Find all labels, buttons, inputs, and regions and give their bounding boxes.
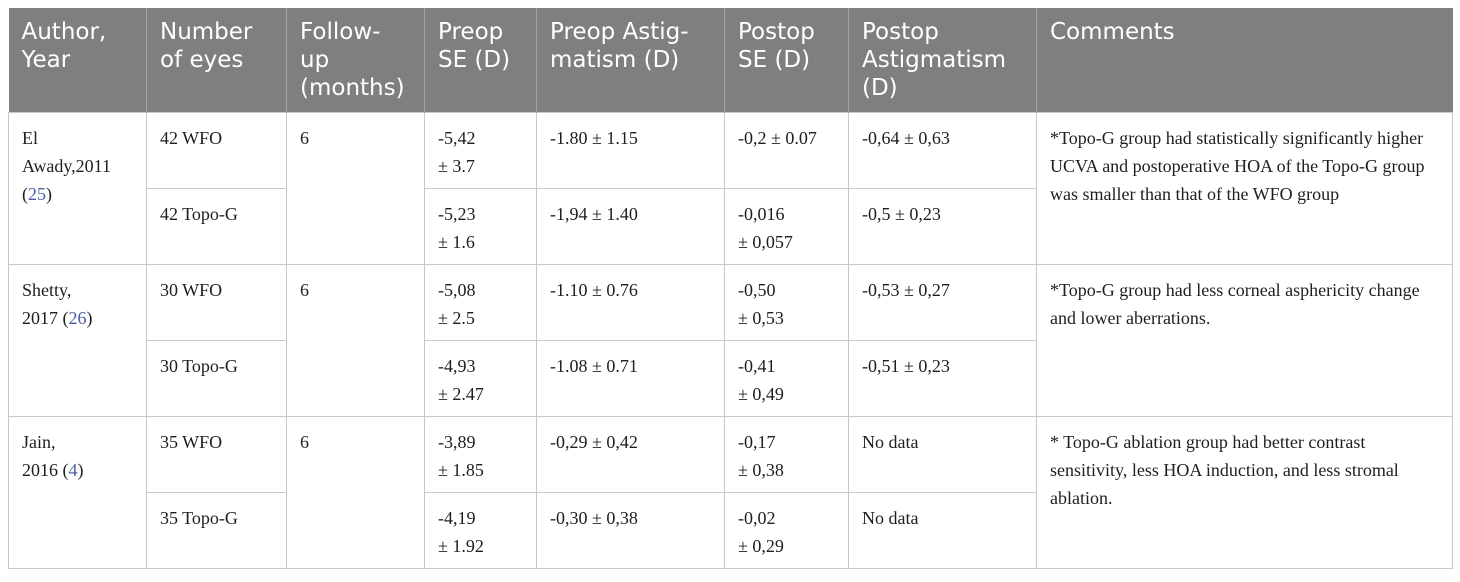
table-row: 30 Topo-G -4,93 ± 2.47 -1.08 ± 0.71 -0,41… bbox=[9, 340, 1453, 417]
eyes-cell: 30 Topo-G bbox=[146, 340, 287, 417]
preop-se-cell: -4,93 ± 2.47 bbox=[424, 340, 537, 417]
table-row: Jain, 2016 (4) 35 WFO 6 -3,89 ± 1.85 -0,29… bbox=[8, 416, 1453, 569]
header-postop-astigmatism: Postop Astigmatism (D) bbox=[848, 8, 1037, 113]
author-cell: Shetty, 2017 (26) bbox=[8, 264, 147, 417]
postop-astig-cell: No data bbox=[848, 492, 1037, 569]
preop-astig-cell: -0,30 ± 0,38 bbox=[536, 492, 725, 569]
preop-astig-cell: -1.08 ± 0.71 bbox=[536, 340, 725, 417]
postop-astig-cell: No data bbox=[848, 416, 1037, 493]
postop-astig-cell: -0,51 ± 0,23 bbox=[848, 340, 1037, 417]
author-cell: Jain, 2016 (4) bbox=[8, 416, 147, 569]
preop-astig-cell: -0,29 ± 0,42 bbox=[536, 416, 725, 493]
header-comments: Comments bbox=[1036, 8, 1453, 113]
author-cell: El Awady,2011 (25) bbox=[8, 112, 147, 265]
header-postop-se: Postop SE (D) bbox=[724, 8, 849, 113]
comment-cell: *Topo-G group had less corneal aspherici… bbox=[1036, 264, 1453, 417]
preop-se-cell: -5,23 ± 1.6 bbox=[424, 188, 537, 265]
postop-se-cell: -0,41 ± 0,49 bbox=[724, 340, 849, 417]
postop-astig-cell: -0,64 ± 0,63 bbox=[848, 112, 1037, 189]
header-preop-astigmatism: Preop Astig-matism (D) bbox=[536, 8, 725, 113]
postop-astig-cell: -0,53 ± 0,27 bbox=[848, 264, 1037, 341]
header-row: Author, Year Number of eyes Follow-up (mont… bbox=[8, 8, 1453, 113]
preop-astig-cell: -1.80 ± 1.15 bbox=[536, 112, 725, 189]
postop-astig-cell: -0,5 ± 0,23 bbox=[848, 188, 1037, 265]
preop-se-cell: -4,19 ± 1.92 bbox=[424, 492, 537, 569]
postop-se-cell: -0,02 ± 0,29 bbox=[724, 492, 849, 569]
eyes-cell: 42 WFO bbox=[146, 112, 287, 189]
preop-se-cell: -3,89 ± 1.85 bbox=[424, 416, 537, 493]
table-row: Shetty, 2017 (26) 30 WFO 6 -5,08 ± 2.5 -1.… bbox=[8, 264, 1453, 417]
comment-cell: *Topo-G group had statistically signific… bbox=[1036, 112, 1453, 265]
comparison-table: Author, Year Number of eyes Follow-up (mont… bbox=[8, 8, 1453, 569]
postop-se-cell: -0,016 ± 0,057 bbox=[724, 188, 849, 265]
header-follow-up: Follow-up (months) bbox=[286, 8, 425, 113]
reference-link[interactable]: 26 bbox=[68, 308, 87, 328]
reference-link[interactable]: 25 bbox=[28, 184, 46, 204]
reference-link[interactable]: 4 bbox=[68, 460, 78, 480]
postop-se-cell: -0,2 ± 0.07 bbox=[724, 112, 849, 189]
eyes-cell: 30 WFO bbox=[146, 264, 287, 341]
postop-se-cell: -0,17 ± 0,38 bbox=[724, 416, 849, 493]
postop-se-cell: -0,50 ± 0,53 bbox=[724, 264, 849, 341]
table-row: 42 Topo-G -5,23 ± 1.6 -1,94 ± 1.40 -0,016… bbox=[9, 188, 1453, 265]
followup-cell: 6 bbox=[286, 112, 425, 265]
preop-astig-cell: -1.10 ± 0.76 bbox=[536, 264, 725, 341]
eyes-cell: 42 Topo-G bbox=[146, 188, 287, 265]
header-preop-se: Preop SE (D) bbox=[424, 8, 537, 113]
table-row: 35 Topo-G -4,19 ± 1.92 -0,30 ± 0,38 -0,02… bbox=[9, 492, 1453, 569]
followup-cell: 6 bbox=[286, 416, 425, 569]
followup-cell: 6 bbox=[286, 264, 425, 417]
header-author-year: Author, Year bbox=[8, 8, 147, 113]
preop-se-cell: -5,42 ± 3.7 bbox=[424, 112, 537, 189]
preop-astig-cell: -1,94 ± 1.40 bbox=[536, 188, 725, 265]
comment-cell: * Topo-G ablation group had better contr… bbox=[1036, 416, 1453, 569]
table-row: El Awady,2011 (25) 42 WFO 6 -5,42 ± 3.7 -1.… bbox=[8, 112, 1453, 265]
eyes-cell: 35 WFO bbox=[146, 416, 287, 493]
preop-se-cell: -5,08 ± 2.5 bbox=[424, 264, 537, 341]
header-number-of-eyes: Number of eyes bbox=[146, 8, 287, 113]
eyes-cell: 35 Topo-G bbox=[146, 492, 287, 569]
